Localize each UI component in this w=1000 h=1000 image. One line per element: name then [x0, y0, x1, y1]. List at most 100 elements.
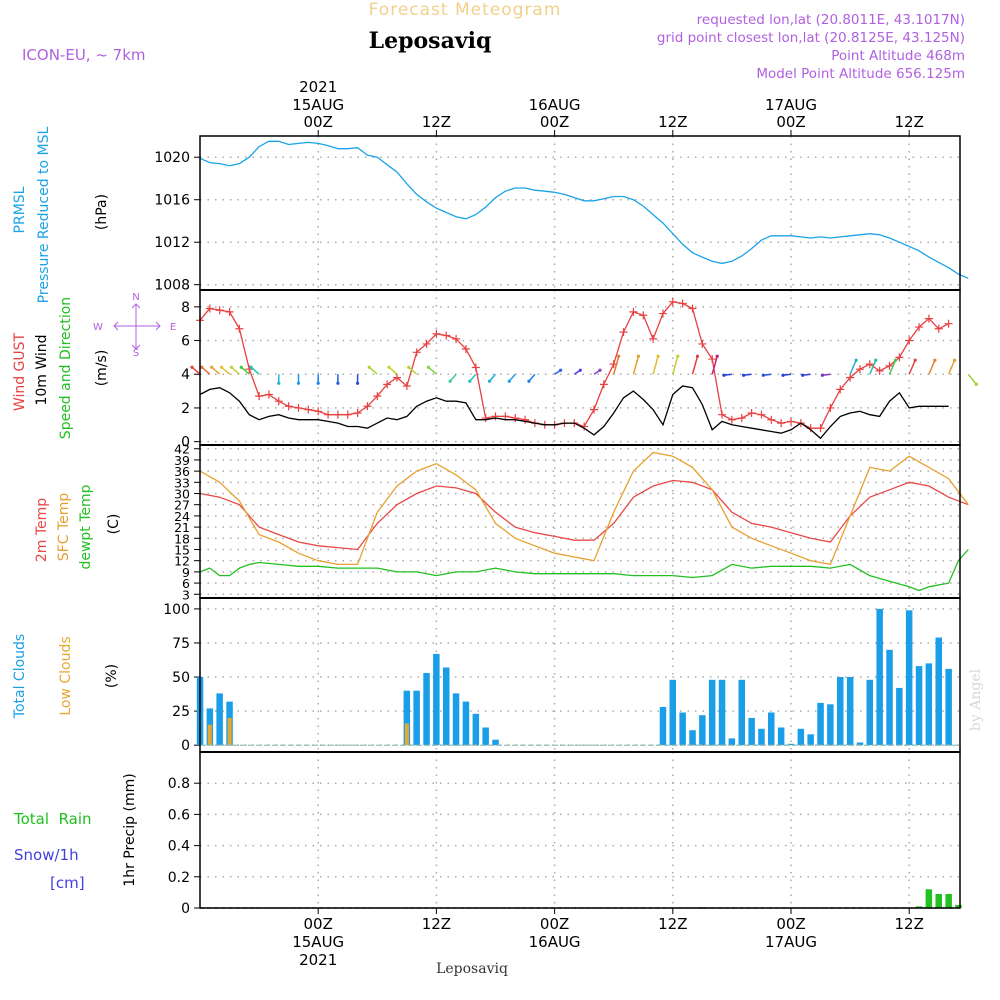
requested-coords: requested lon,lat (20.8011E, 43.1017N): [697, 12, 965, 28]
gust-marker: [264, 390, 273, 399]
precip-panel: 0 0.2 0.4 0.6 0.8: [168, 751, 962, 917]
wind-arrow-head: [893, 358, 898, 362]
wind-arrow-head: [190, 365, 194, 369]
gust-marker: [727, 415, 736, 424]
wind-arrow-head: [507, 379, 511, 383]
precip-ylabels: 1hr Precip (mm) Total Rain Snow/1h [cm]: [13, 773, 138, 892]
gust-marker: [708, 355, 717, 364]
wind-direction-arrow: [691, 356, 699, 375]
total-clouds-bar: [945, 668, 952, 746]
compass-rose: N S W E: [93, 292, 176, 359]
total-clouds-bar: [758, 728, 765, 746]
gust-marker: [619, 328, 628, 337]
wind-direction-arrow: [869, 359, 877, 375]
wind-arrow-head: [336, 381, 340, 385]
gust-marker: [511, 414, 520, 423]
wind-arrow-head: [761, 373, 765, 377]
ytick-label: 50: [172, 670, 190, 686]
wind-arrow-head: [356, 381, 360, 385]
total-clouds-bar: [915, 666, 923, 746]
wind-arrow-head: [487, 379, 492, 383]
total-clouds-bar: [768, 712, 775, 746]
wind-direction-arrow: [427, 366, 437, 375]
wind-direction-arrow: [967, 373, 977, 385]
total-clouds-bar: [925, 663, 933, 746]
ytick-label: 8: [181, 300, 190, 316]
wind-arrow-head: [426, 365, 430, 369]
pressure-ylabels: PRMSL Pressure Reduced to MSL (hPa): [12, 126, 110, 303]
gust-marker: [836, 385, 845, 394]
gust-marker: [432, 329, 441, 338]
wind-arrow-head: [656, 354, 660, 358]
gust-marker: [787, 417, 795, 426]
total-clouds-bar: [403, 690, 411, 746]
wind-arrow-head: [296, 381, 301, 385]
total-clouds-bar: [452, 693, 460, 746]
wind-arrow-head: [367, 365, 371, 369]
x-axis-bottom-label: 12Z: [422, 915, 451, 933]
gust-marker: [235, 324, 244, 333]
gust-marker: [393, 373, 401, 382]
temp-unit: (C): [106, 514, 122, 535]
total-clouds-bar: [699, 715, 706, 746]
gust-marker: [944, 319, 953, 328]
ytick-label: 0.6: [168, 807, 190, 823]
wind-arrow-head: [676, 354, 680, 358]
wind-arrow-head: [578, 368, 582, 372]
total-clouds-bar: [718, 679, 726, 746]
wind-arrow-head: [448, 379, 452, 383]
total-clouds-bar: [876, 608, 883, 746]
cloud-unit: (%): [104, 664, 120, 688]
ytick-label: 0: [181, 901, 190, 917]
wind-direction-arrow: [250, 366, 260, 375]
total-rain-bar: [945, 894, 952, 908]
gust-marker: [885, 361, 894, 370]
total-clouds-bar: [896, 687, 903, 746]
wind-unit: (m/s): [94, 350, 110, 387]
total-clouds-bar: [827, 704, 834, 746]
temp-ylabels: 2m Temp SFC Temp dewpt Temp (C): [34, 484, 122, 569]
gust-marker: [855, 365, 864, 374]
wind-frame: [199, 289, 961, 446]
x-axis-top-label: 17AUG: [765, 96, 817, 114]
pressure-unit: (hPa): [94, 194, 110, 230]
gust-marker: [649, 334, 658, 343]
wind-arrow-head: [933, 358, 937, 362]
gust-marker: [452, 334, 461, 343]
x-axis-top-label: 2021: [299, 78, 337, 96]
x-axis-top-label: 12Z: [422, 113, 451, 131]
gust-marker: [698, 339, 707, 348]
gridpoint-coords: grid point closest lon,lat (20.8125E, 43…: [657, 30, 965, 46]
gust-marker: [284, 402, 293, 411]
ytick-label: 0.8: [168, 776, 190, 792]
total-clouds-bar: [777, 727, 785, 746]
cloud-label-total: Total Clouds: [12, 634, 28, 719]
total-clouds-bar: [433, 653, 440, 746]
gust-marker: [865, 360, 874, 369]
gust-marker: [333, 410, 342, 419]
wind-arrow-head: [229, 365, 233, 369]
gust-marker: [718, 410, 727, 419]
ytick-label: 1012: [154, 235, 190, 251]
gust-marker: [461, 344, 470, 353]
wind-direction-arrow: [849, 359, 857, 375]
gust-marker: [324, 410, 333, 419]
total-clouds-bar: [443, 667, 450, 746]
gust-marker: [304, 405, 313, 414]
total-clouds-bar: [689, 730, 696, 746]
total-clouds-bar: [669, 679, 676, 746]
temp-label-dewpt: dewpt Temp: [78, 484, 94, 569]
wind-direction-arrow: [908, 359, 916, 375]
x-axis-top-label: 00Z: [776, 113, 805, 131]
wind-direction-arrow: [240, 366, 250, 375]
total-clouds-bar: [472, 713, 480, 746]
gust-marker: [205, 304, 214, 313]
wind-panel: 0 2 4 6 8: [181, 290, 978, 451]
sfc-temp-line: [199, 451, 969, 566]
point-altitude: Point Altitude 468m: [831, 48, 965, 64]
x-axis-bottom-label: 15AUG: [292, 933, 344, 951]
precip-legend-snow: Snow/1h: [14, 846, 79, 864]
wind-direction-arrow: [612, 356, 620, 375]
gust-marker: [590, 405, 598, 414]
